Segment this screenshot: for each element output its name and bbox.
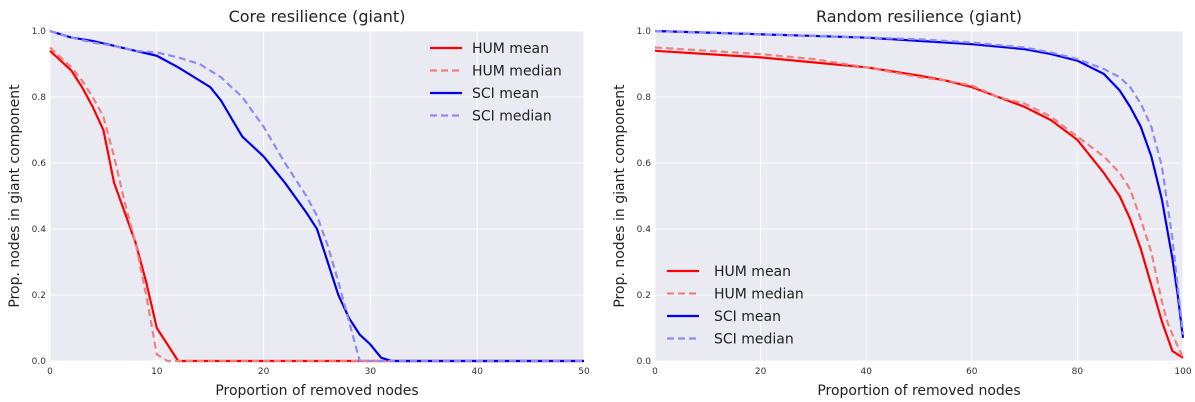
series-line-hum-median — [49, 46, 584, 363]
x-tick-label: 40 — [471, 367, 483, 377]
x-axis-label: Proportion of removed nodes — [817, 383, 1020, 399]
legend-label: SCI median — [472, 109, 552, 125]
x-tick-label: 80 — [1072, 367, 1084, 377]
x-tick-label: 30 — [365, 367, 377, 377]
chart-title: Random resilience (giant) — [816, 7, 1022, 26]
x-tick-label: 10 — [151, 367, 163, 377]
y-tick-label: 0.8 — [32, 93, 47, 103]
x-tick-label: 0 — [652, 367, 658, 377]
legend-label: HUM mean — [472, 41, 549, 57]
chart-panel-2: 0 20 40 60 80 100 0.0 0.2 0.4 0.6 0.8 1.0 Random res… — [612, 7, 1192, 399]
legend-label: HUM mean — [714, 264, 791, 280]
y-tick-label: 1.0 — [637, 27, 652, 37]
legend: HUM mean HUM median SCI mean SCI median — [667, 264, 804, 348]
series-line-hum-median — [654, 46, 1185, 359]
series-line-sci-median — [49, 29, 584, 363]
x-axis-label: Proportion of removed nodes — [215, 383, 418, 399]
legend-label: SCI mean — [472, 86, 539, 102]
y-tick-label: 0.6 — [637, 159, 652, 169]
chart-panel-1: 0 10 20 30 40 50 0.0 0.2 0.4 0.6 0.8 1.0 Core resili… — [7, 7, 590, 399]
y-axis-label: Prop. nodes in giant component — [612, 84, 628, 308]
x-tick-label: 20 — [258, 367, 270, 377]
y-tick-label: 0.0 — [637, 357, 652, 367]
x-tick-label: 20 — [755, 367, 767, 377]
x-tick-label: 0 — [47, 367, 53, 377]
legend-label: SCI median — [714, 332, 794, 348]
y-axis-label: Prop. nodes in giant component — [7, 84, 23, 308]
y-tick-label: 0.8 — [637, 93, 652, 103]
x-tick-label: 100 — [1174, 367, 1191, 377]
y-tick-label: 0.6 — [32, 159, 47, 169]
y-tick-label: 1.0 — [32, 27, 47, 37]
y-tick-label: 0.4 — [637, 225, 652, 235]
series-line-sci-mean — [49, 29, 584, 363]
y-tick-label: 0.4 — [32, 225, 47, 235]
x-tick-label: 50 — [578, 367, 590, 377]
plot-area — [655, 31, 1183, 361]
y-tick-label: 0.2 — [32, 291, 46, 301]
legend-label: SCI mean — [714, 309, 781, 325]
x-tick-label: 40 — [860, 367, 872, 377]
y-tick-label: 0.0 — [32, 357, 47, 367]
legend-label: HUM median — [714, 287, 804, 303]
x-tick-label: 60 — [966, 367, 978, 377]
chart-title: Core resilience (giant) — [229, 7, 406, 26]
plot-area — [50, 31, 584, 361]
series-line-hum-mean — [654, 49, 1184, 359]
series-line-sci-median — [654, 29, 1185, 335]
legend: HUM mean HUM median SCI mean SCI median — [430, 41, 562, 125]
y-tick-label: 0.2 — [637, 291, 651, 301]
legend-label: HUM median — [472, 64, 562, 80]
